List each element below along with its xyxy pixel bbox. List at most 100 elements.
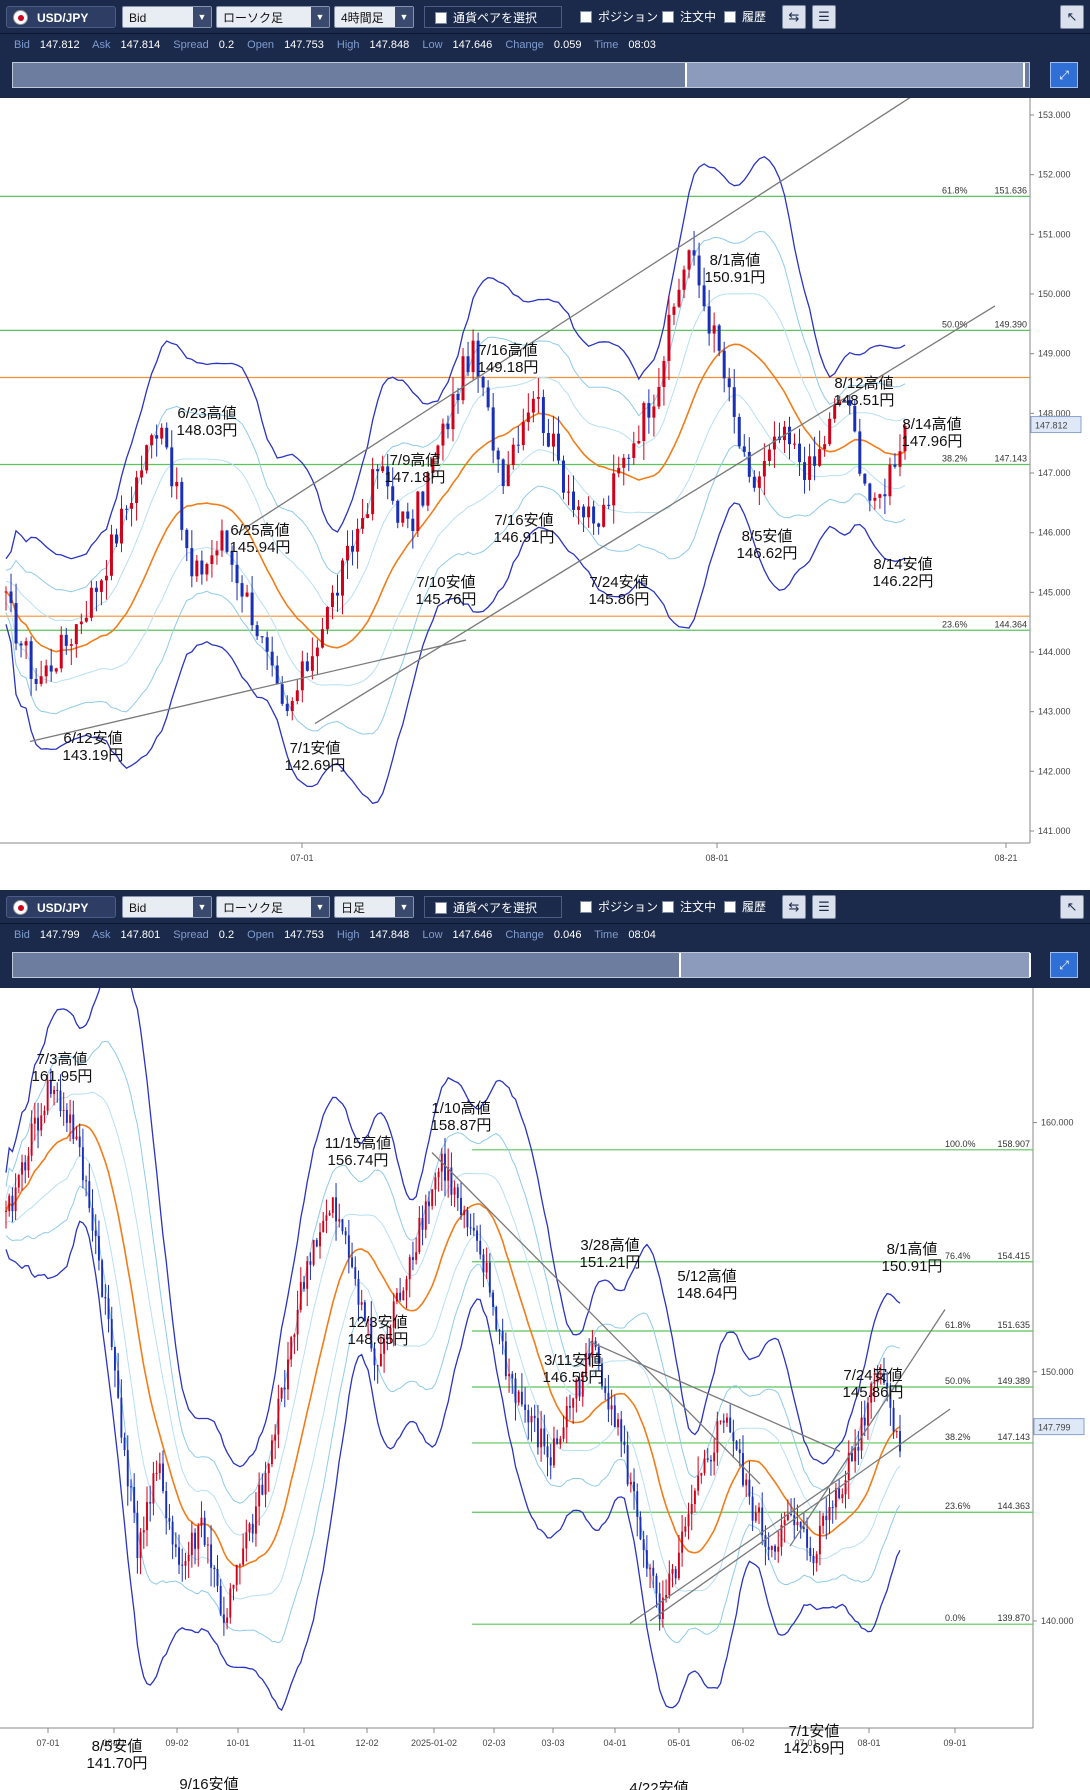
candle-body [552,1438,555,1466]
annotation-date: 8/5安値 [92,1738,143,1755]
symbol-selector[interactable]: USD/JPY [6,6,116,28]
candle-body [363,1302,366,1322]
timeframe-select[interactable]: 4時間足 ▼ [334,6,414,28]
toggle-orders[interactable]: 注文中 [662,6,716,28]
candle-body [325,1215,328,1221]
candle-body [114,534,118,544]
price-type-select[interactable]: Bid ▼ [122,896,212,918]
navigator-track[interactable] [12,952,1031,978]
candle-body [841,1494,844,1499]
price-type-select[interactable]: Bid ▼ [122,6,212,28]
candle-body [747,451,751,477]
timeframe-select[interactable]: 日足 ▼ [334,896,414,918]
candle-body [283,1387,286,1390]
toggle-orders[interactable]: 注文中 [662,896,716,918]
candle-body [222,1614,225,1623]
annotation-date: 6/12安値 [63,730,122,747]
candle-body [370,1319,373,1349]
chart-area[interactable]: 153.000 152.000 151.000 150.000 149.000 148.0… [0,98,1090,880]
candle-body [793,1514,796,1526]
candle-body [104,1296,107,1299]
pair-select-checkbox[interactable] [435,12,447,24]
window-layout-icon[interactable]: ☰ [812,5,836,29]
x-tick-label: 2025-01-02 [411,1738,457,1748]
candlestick-chart-daily[interactable]: 160.000 150.000 140.000 07-01 08-01 09-02 10-0… [0,988,1090,1790]
candlestick-chart-4h[interactable]: 153.000 152.000 151.000 150.000 149.000 148.0… [0,98,1090,880]
position-checkbox[interactable] [580,11,592,23]
y-tick-label: 146.000 [1038,528,1071,538]
collapse-icon[interactable]: ↖ [1060,895,1084,919]
orders-checkbox[interactable] [662,11,674,23]
y-tick-label: 152.000 [1038,170,1071,180]
chart-type-select[interactable]: ローソク足 ▼ [216,6,330,28]
annotation-date: 5/12高値 [677,1268,736,1285]
history-checkbox[interactable] [724,11,736,23]
candle-body [190,1532,193,1556]
candle-body [863,473,867,484]
symbol-selector[interactable]: USD/JPY [6,896,116,918]
bollinger-upper-1sigma [5,230,906,593]
candle-body [396,500,400,523]
candle-body [21,1162,23,1175]
candle-body [495,1306,498,1330]
candle-body [796,1521,799,1526]
history-checkbox[interactable] [724,901,736,913]
annotation-price: 141.70円 [87,1755,148,1772]
candle-body [27,1155,30,1171]
candle-body [687,1513,690,1527]
orders-checkbox[interactable] [662,901,674,913]
candle-body [834,1488,837,1508]
navigator-window[interactable] [679,953,1031,977]
candle-body [562,1427,565,1439]
toggle-position[interactable]: ポジション [580,896,658,918]
candle-body [152,1473,155,1504]
candle-body [597,523,601,527]
annotation-date: 7/3高値 [37,1051,88,1068]
collapse-icon[interactable]: ↖ [1060,5,1084,29]
chart-export-icon[interactable]: ⇆ [782,5,806,29]
chart-type-select[interactable]: ローソク足 ▼ [216,896,330,918]
candle-body [238,1564,241,1566]
candle-body [303,1282,305,1289]
bollinger-upper-1sigma [5,1040,901,1504]
candle-body [245,1532,248,1549]
position-checkbox[interactable] [580,901,592,913]
candle-body [572,491,576,510]
expand-icon[interactable]: ⤢ [1050,952,1078,978]
candle-body [517,1391,520,1403]
candle-body [504,1341,507,1377]
bid-value: 147.799 [39,929,80,941]
candle-body [903,425,907,452]
annotation-price: 142.69円 [285,757,346,774]
candle-body [647,403,651,418]
candle-body [431,458,435,474]
candle-body [466,1210,469,1228]
candle-body [110,1319,113,1347]
pair-select-checkbox[interactable] [435,902,447,914]
navigator-track[interactable] [12,62,1030,88]
chart-area[interactable]: 160.000 150.000 140.000 07-01 08-01 09-02 10-0… [0,988,1090,1790]
ask-label: Ask [92,929,111,941]
candle-body [158,1463,161,1473]
chart-export-icon[interactable]: ⇆ [782,895,806,919]
candle-body [354,1267,357,1279]
candle-body [898,451,902,467]
window-layout-icon[interactable]: ☰ [812,895,836,919]
candle-body [421,1217,424,1230]
toggle-history[interactable]: 履歴 [724,6,766,28]
candle-body [59,634,63,669]
candle-body [491,407,495,451]
pair-select-button[interactable]: 通貨ペアを選択 [424,6,562,28]
expand-icon[interactable]: ⤢ [1050,62,1078,88]
candle-body [406,511,410,519]
candle-body [320,629,324,648]
pair-select-button[interactable]: 通貨ペアを選択 [424,896,562,918]
candle-body [612,473,616,506]
navigator-window[interactable] [685,63,1025,87]
toggle-history[interactable]: 履歴 [724,896,766,918]
candle-body [441,423,445,446]
x-tick-label: 11-01 [293,1738,315,1748]
toggle-position[interactable]: ポジション [580,6,658,28]
candle-body [174,1544,177,1548]
x-tick-label: 12-02 [355,1738,378,1748]
